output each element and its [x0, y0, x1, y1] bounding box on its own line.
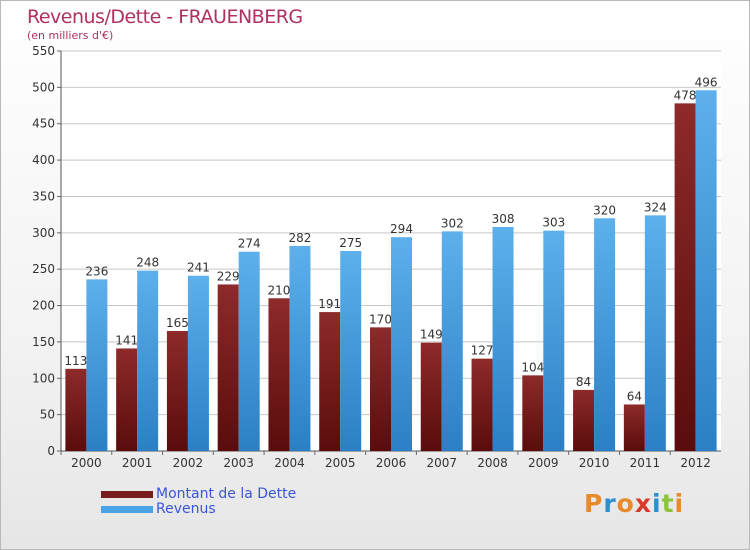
x-tick-label: 2009 [528, 456, 559, 470]
data-label-debt: 104 [521, 360, 544, 374]
x-tick-label: 2005 [325, 456, 356, 470]
data-label-revenue: 275 [339, 236, 362, 250]
bar-debt [674, 103, 696, 451]
bar-debt [370, 327, 391, 451]
data-label-debt: 478 [674, 88, 697, 102]
data-label-debt: 64 [627, 389, 642, 403]
y-tick-label: 400 [32, 153, 55, 167]
data-label-debt: 191 [318, 297, 341, 311]
data-label-revenue: 308 [492, 212, 515, 226]
data-label-debt: 84 [576, 375, 591, 389]
y-tick-label: 200 [32, 299, 55, 313]
bar-revenue [492, 227, 514, 451]
data-label-revenue: 324 [644, 200, 667, 214]
data-label-debt: 141 [115, 333, 138, 347]
bar-chart: 0 50 100 150 200 250 300 350 400 450 500 550 2000 113… [32, 44, 721, 470]
bar-revenue [391, 237, 412, 451]
logo-letter: i [674, 489, 685, 518]
x-tick-label: 2002 [173, 456, 204, 470]
bar-debt [522, 375, 544, 451]
legend-label-debt: Montant de la Dette [156, 486, 297, 502]
data-label-debt: 210 [268, 283, 291, 297]
data-label-revenue: 294 [390, 222, 413, 236]
legend-swatch-debt [101, 490, 153, 498]
x-tick-label: 2000 [71, 456, 102, 470]
y-tick-label: 500 [32, 80, 55, 94]
data-label-debt: 113 [64, 354, 87, 368]
legend-label-revenue: Revenus [156, 501, 216, 517]
x-tick-label: 2004 [274, 456, 305, 470]
bar-debt [573, 389, 595, 451]
x-tick-label: 2012 [680, 456, 711, 470]
logo-letter: o [616, 489, 635, 518]
x-tick-label: 2003 [223, 456, 254, 470]
bar-debt [217, 284, 239, 451]
y-tick-label: 450 [32, 117, 55, 131]
bar-revenue [238, 251, 260, 451]
legend-item-debt: Montant de la Dette [101, 486, 296, 502]
data-label-revenue: 274 [238, 237, 261, 251]
data-label-debt: 170 [369, 312, 392, 326]
bar-revenue [644, 215, 666, 451]
logo-letter: r [603, 489, 617, 518]
bar-debt [116, 348, 138, 451]
y-tick-label: 50 [40, 408, 55, 422]
bar-debt [65, 368, 87, 451]
data-label-revenue: 248 [136, 256, 159, 270]
legend-swatch-revenue [101, 505, 153, 513]
x-tick-label: 2006 [376, 456, 407, 470]
chart-title: Revenus/Dette - FRAUENBERG [27, 6, 303, 28]
data-label-revenue: 282 [289, 231, 312, 245]
logo-letter: x [634, 489, 652, 518]
bar-debt [268, 298, 290, 451]
bar-revenue [543, 230, 565, 451]
data-label-debt: 149 [420, 328, 443, 342]
legend-item-revenue: Revenus [101, 501, 216, 517]
data-label-revenue: 241 [187, 261, 210, 275]
bar-debt [420, 342, 442, 451]
bar-revenue [137, 270, 159, 451]
bar-revenue [695, 90, 717, 451]
data-label-debt: 127 [471, 344, 494, 358]
y-tick-label: 350 [32, 189, 55, 203]
bar-revenue [289, 245, 311, 451]
bar-revenue [340, 251, 362, 451]
x-tick-label: 2008 [477, 456, 508, 470]
proxiti-logo: Proxiti [584, 489, 684, 518]
y-tick-label: 100 [32, 371, 55, 385]
y-tick-label: 0 [47, 444, 55, 458]
x-tick-label: 2001 [122, 456, 153, 470]
bar-debt [166, 331, 188, 451]
bar-revenue [187, 275, 209, 451]
logo-letter: i [652, 489, 662, 518]
data-label-revenue: 320 [593, 203, 616, 217]
bar-revenue [86, 279, 108, 451]
x-tick-label: 2011 [630, 456, 661, 470]
y-tick-label: 250 [32, 262, 55, 276]
data-label-revenue: 236 [85, 264, 108, 278]
data-label-debt: 165 [166, 316, 189, 330]
x-tick-label: 2007 [426, 456, 457, 470]
data-label-revenue: 302 [441, 216, 464, 230]
data-label-debt: 229 [217, 269, 240, 283]
y-tick-label: 550 [32, 44, 55, 58]
bar-revenue [594, 218, 616, 451]
x-tick-label: 2010 [579, 456, 610, 470]
bar-revenue [441, 231, 463, 451]
bar-debt [319, 312, 341, 451]
data-label-revenue: 303 [542, 216, 565, 230]
logo-letter: t [661, 489, 675, 518]
logo-letter: P [584, 489, 604, 518]
chart-subtitle: (en milliers d'€) [27, 29, 114, 42]
y-tick-label: 150 [32, 335, 55, 349]
bar-debt [471, 358, 493, 451]
y-tick-label: 300 [32, 226, 55, 240]
data-label-revenue: 496 [695, 75, 718, 89]
bar-debt [623, 404, 645, 451]
